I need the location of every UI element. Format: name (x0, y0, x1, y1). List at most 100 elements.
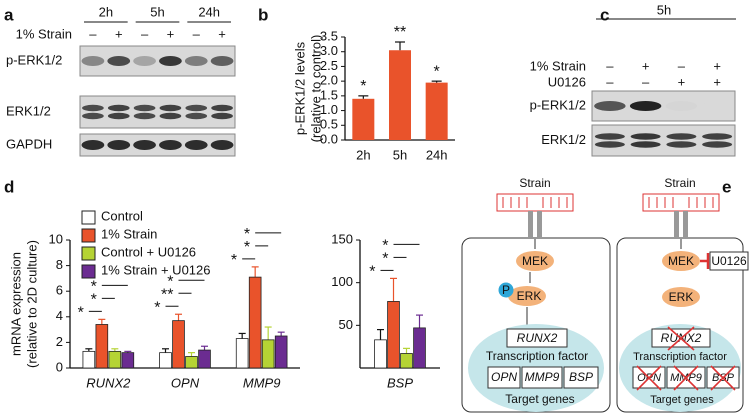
time-label: 5h (657, 2, 671, 17)
blot-band (665, 101, 698, 111)
mek-node (662, 251, 700, 271)
blot-band (185, 104, 208, 112)
blot-band (594, 101, 626, 111)
y-tick-label: 3.0 (320, 43, 338, 58)
treatment-sign: + (713, 58, 721, 73)
bar (95, 324, 109, 369)
blot-band (701, 101, 733, 111)
blot-band (159, 56, 182, 66)
tf-label: Transcription factor (486, 349, 588, 363)
bar (172, 320, 185, 369)
blocked-marks (636, 326, 736, 391)
significance: * (244, 239, 250, 256)
blot-band (210, 140, 234, 150)
gene-box (506, 328, 568, 348)
legend-label: 1% Strain + U0126 (101, 262, 210, 277)
blot-band (211, 112, 233, 120)
bar (235, 338, 249, 369)
blot-band (81, 56, 105, 66)
blot-band (82, 112, 104, 120)
bar (108, 350, 122, 369)
blot-band (630, 141, 661, 148)
blot-strip (591, 124, 736, 157)
blot-band (81, 140, 105, 150)
legend-swatch (81, 210, 96, 225)
y-tick-label: 100 (331, 274, 353, 289)
blot-band (107, 112, 130, 120)
bar (82, 350, 96, 369)
row-label: GAPDH (6, 136, 52, 151)
x-tick-label: 2h (356, 147, 370, 162)
treatment-sign: + (115, 26, 123, 41)
blot-band (159, 140, 182, 150)
row-label: p-ERK1/2 (530, 97, 586, 112)
y-tick-label: 50 (339, 317, 353, 332)
blot-band (159, 112, 182, 120)
blot-band (107, 140, 131, 150)
y-tick-label: 2 (56, 334, 63, 349)
treatment-sign: + (713, 74, 721, 89)
significance: * (382, 251, 388, 268)
treatment-sign: – (678, 58, 686, 73)
y-axis-label: p-ERK1/2 levels (292, 41, 307, 135)
y-axis-label: mRNA expression (8, 252, 23, 356)
treatment-sign: – (89, 26, 97, 41)
gene-box (487, 366, 521, 389)
blot-band (594, 141, 625, 148)
y-tick-label: 0.0 (320, 131, 338, 146)
erk-node (508, 286, 546, 306)
blot-band (82, 104, 104, 112)
significance: * (369, 264, 375, 281)
blot-strip (79, 45, 236, 77)
x-tick-label: BSP (387, 375, 413, 390)
blot-band (185, 112, 208, 120)
y-tick-label: 0 (56, 359, 63, 374)
blot-band (702, 133, 733, 140)
treatment-label: 1% Strain (530, 58, 586, 73)
bar (261, 339, 275, 369)
x-tick-label: 5h (393, 147, 407, 162)
blot-band (629, 101, 662, 111)
y-axis-label: (relative to control) (308, 35, 323, 143)
tf-gene: RUNX2 (517, 331, 558, 345)
blot-band (630, 133, 661, 140)
blot-band (594, 133, 625, 140)
bar (387, 301, 400, 369)
receptor (528, 211, 533, 237)
kinase: MEK (522, 254, 548, 268)
time-label: 5h (150, 4, 164, 19)
y-axis-label: (relative to 2D culture) (24, 240, 39, 368)
legend-swatch (81, 264, 96, 279)
significance: * (244, 226, 250, 243)
treatment-label: U0126 (548, 74, 586, 89)
phospho-node (498, 282, 514, 298)
target-gene: BSP (569, 370, 593, 384)
y-tick-label: 150 (331, 231, 353, 246)
row-label: ERK1/2 (541, 132, 586, 147)
legend-swatch (81, 228, 96, 243)
panel-label: a (4, 5, 14, 24)
blot-strip (79, 95, 236, 129)
bar (198, 349, 211, 369)
strain-strip (496, 193, 574, 212)
stimulus: Strain (664, 176, 695, 190)
blot-band (184, 56, 208, 66)
y-tick-label: 8 (56, 257, 63, 272)
gene-box (563, 366, 599, 389)
phospho: P (502, 283, 510, 297)
blot-band (666, 141, 697, 148)
significance: ** (161, 286, 173, 303)
bar (274, 335, 288, 369)
significance: * (360, 78, 366, 95)
bar (352, 98, 375, 140)
treatment-sign: + (167, 26, 175, 41)
y-tick-label: 6 (56, 283, 63, 298)
kinase: MEK (668, 254, 694, 268)
effector: ERK (669, 290, 694, 304)
blot-band (702, 141, 733, 148)
row-label: p-ERK1/2 (6, 52, 62, 67)
effector: ERK (517, 289, 542, 303)
targets-label: Target genes (650, 394, 714, 406)
y-tick-label: 4 (56, 308, 63, 323)
y-tick-label: 10 (49, 231, 63, 246)
